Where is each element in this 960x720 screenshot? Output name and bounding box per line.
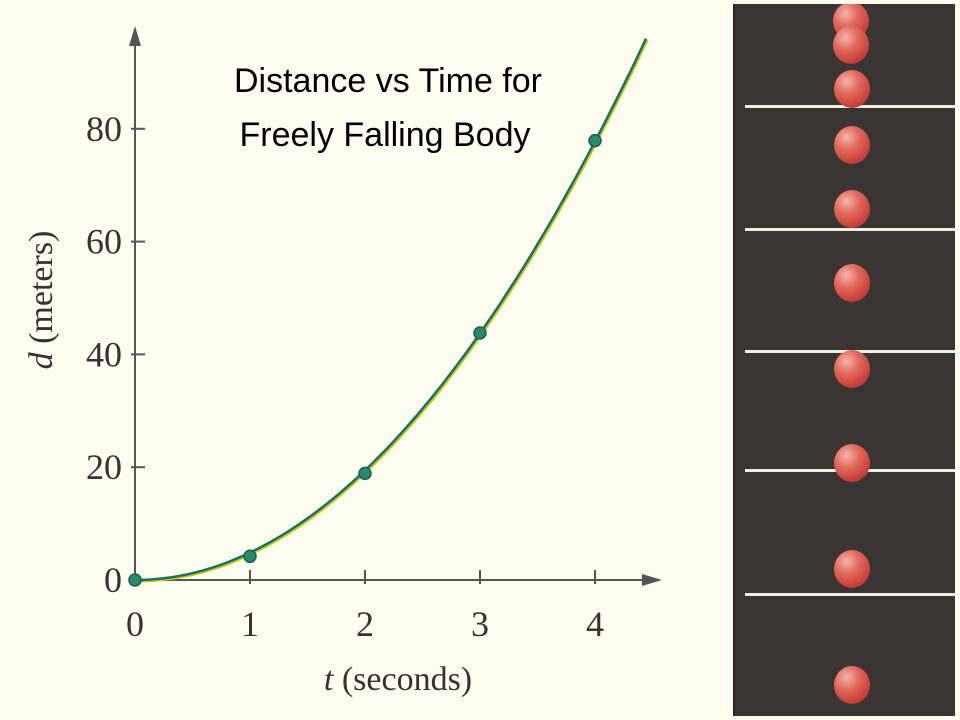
y-tick-label: 0 bbox=[104, 560, 122, 600]
y-tick-label: 20 bbox=[86, 447, 122, 487]
ball-image bbox=[834, 126, 870, 164]
ball-image bbox=[834, 350, 870, 388]
chart-title-line-2: Freely Falling Body bbox=[239, 116, 530, 154]
y-tick-label: 40 bbox=[86, 334, 122, 374]
ball-image bbox=[833, 26, 869, 64]
x-axis-arrow-icon bbox=[642, 574, 662, 586]
ball-image bbox=[834, 190, 870, 228]
x-tick-label: 3 bbox=[471, 604, 489, 644]
data-point bbox=[588, 133, 602, 148]
x-tick-label: 1 bbox=[241, 604, 259, 644]
fit-curve-shadow bbox=[136, 39, 649, 583]
y-axis-label-unit: (meters) bbox=[23, 231, 60, 353]
y-axis-label-variable: d bbox=[23, 351, 60, 369]
tick-group bbox=[131, 127, 596, 584]
x-axis-label-unit: (seconds) bbox=[333, 661, 472, 698]
y-tick-label: 60 bbox=[86, 222, 122, 262]
data-point bbox=[358, 466, 372, 481]
ball-image bbox=[834, 70, 870, 108]
x-tick-label: 4 bbox=[586, 604, 604, 644]
ruler-line bbox=[745, 593, 955, 596]
fit-curve bbox=[134, 38, 648, 582]
data-point bbox=[473, 326, 487, 340]
ball-image bbox=[834, 550, 870, 588]
falling-ball-photo bbox=[733, 4, 955, 716]
x-tick-label: 0 bbox=[126, 604, 144, 644]
ruler-line bbox=[745, 228, 955, 231]
ball-image bbox=[834, 444, 870, 482]
y-axis-label: d (meters) bbox=[23, 231, 60, 370]
x-axis-label: t (seconds) bbox=[324, 661, 472, 698]
y-tick-label: 80 bbox=[86, 109, 122, 149]
x-axis-label-variable: t bbox=[324, 661, 335, 698]
data-point-group bbox=[128, 133, 602, 587]
ball-image bbox=[834, 264, 870, 302]
ball-image bbox=[834, 666, 870, 704]
chart-title-line-1: Distance vs Time for bbox=[234, 62, 542, 100]
x-tick-label: 2 bbox=[356, 604, 374, 644]
data-point bbox=[243, 549, 257, 564]
y-axis-arrow-icon bbox=[129, 26, 141, 46]
data-point bbox=[128, 573, 142, 587]
